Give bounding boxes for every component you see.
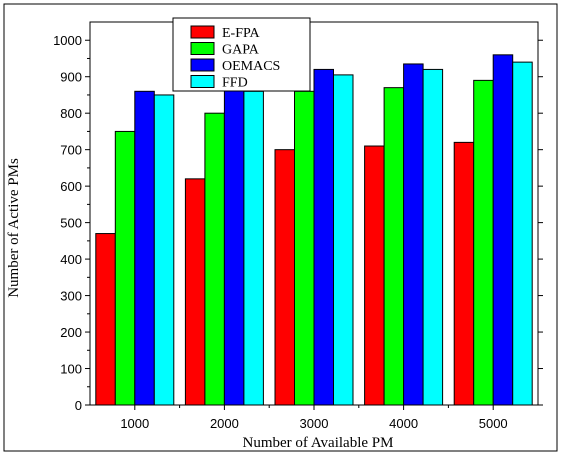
y-tick-label: 500 (60, 216, 82, 231)
bar-oemacs (492, 54, 514, 406)
bar-gapa (473, 79, 494, 406)
bar-e-fpa (453, 141, 475, 406)
bar-ffd (243, 90, 264, 406)
bar-gapa (204, 112, 225, 406)
legend-label: FFD (222, 76, 248, 91)
y-tick-label: 600 (60, 179, 82, 194)
y-tick-label: 200 (60, 325, 82, 340)
y-tick-label: 100 (60, 362, 82, 377)
bar-ffd (153, 94, 175, 406)
legend-label: GAPA (222, 43, 260, 58)
bar-oemacs (134, 90, 155, 406)
bar-gapa (383, 87, 405, 406)
y-tick-label: 1000 (53, 33, 82, 48)
bar-ffd (512, 61, 533, 406)
legend-swatch (190, 42, 215, 55)
bar-e-fpa (274, 149, 295, 406)
bar-ffd (333, 74, 354, 406)
legend-label: OEMACS (222, 59, 280, 74)
y-tick-label: 700 (60, 143, 82, 158)
legend-swatch (190, 58, 215, 72)
x-tick-label: 3000 (300, 416, 329, 431)
y-axis-title: Number of Active PMs (6, 158, 22, 298)
x-tick-label: 1000 (120, 416, 149, 431)
bar-e-fpa (95, 233, 116, 406)
bar-oemacs (223, 88, 245, 406)
x-tick-label: 2000 (210, 416, 239, 431)
bar-e-fpa (184, 178, 206, 406)
legend-label: E-FPA (222, 26, 261, 41)
x-tick-label: 4000 (389, 416, 418, 431)
bar-e-fpa (364, 145, 385, 406)
y-tick-label: 800 (60, 106, 82, 121)
legend-swatch (190, 75, 215, 88)
y-tick-label: 0 (75, 398, 82, 413)
bar-oemacs (313, 68, 334, 406)
x-tick-label: 5000 (479, 416, 508, 431)
legend-swatch (190, 25, 215, 39)
bar-oemacs (403, 63, 424, 406)
y-tick-label: 900 (60, 70, 82, 85)
bar-gapa (114, 130, 136, 406)
y-tick-label: 300 (60, 289, 82, 304)
chart-frame (3, 3, 558, 452)
bar-ffd (422, 68, 444, 406)
bar-gapa (294, 90, 315, 406)
x-axis-title: Number of Available PM (243, 435, 394, 451)
y-tick-label: 400 (60, 252, 82, 267)
